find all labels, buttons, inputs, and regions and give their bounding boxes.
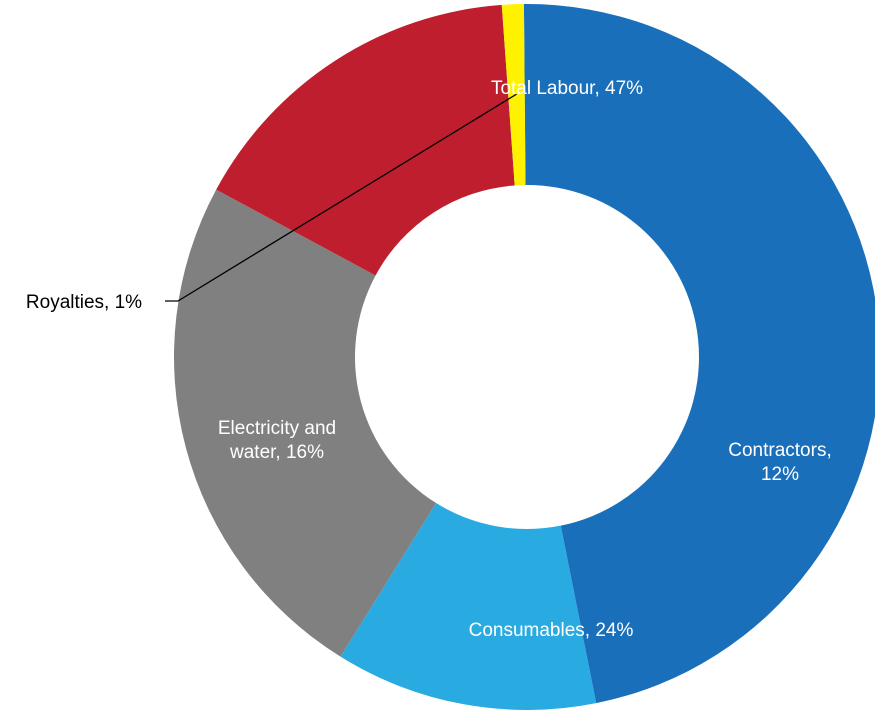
slice-consumables <box>173 189 437 657</box>
slices-layer <box>173 4 875 710</box>
slice-label-consumables: Consumables, 24% <box>469 620 634 641</box>
slice-label-line: 12% <box>761 464 799 485</box>
slice-electricity-and-water <box>216 4 515 276</box>
slice-label-total-labour: Total Labour, 47% <box>491 78 643 99</box>
slice-label-line: Electricity and <box>218 418 336 439</box>
leader-line-royalties <box>165 93 517 302</box>
slice-contractors <box>340 503 597 710</box>
slice-royalties <box>501 4 526 186</box>
slice-label-line: Consumables, 24% <box>469 620 634 641</box>
slice-label-line: water, 16% <box>229 442 324 463</box>
slice-label-line: Contractors, <box>728 440 831 461</box>
slice-total-labour <box>523 4 875 704</box>
slice-label-royalties: Royalties, 1% <box>26 292 142 313</box>
slice-label-line: Total Labour, 47% <box>491 78 643 99</box>
slice-label-line: Royalties, 1% <box>26 292 142 313</box>
labels-layer: Total Labour, 47% Contractors, 12% Consumab… <box>26 78 832 641</box>
slice-label-contractors: Contractors, 12% <box>728 440 831 485</box>
slice-label-electricity-and-water: Electricity and water, 16% <box>218 418 336 463</box>
